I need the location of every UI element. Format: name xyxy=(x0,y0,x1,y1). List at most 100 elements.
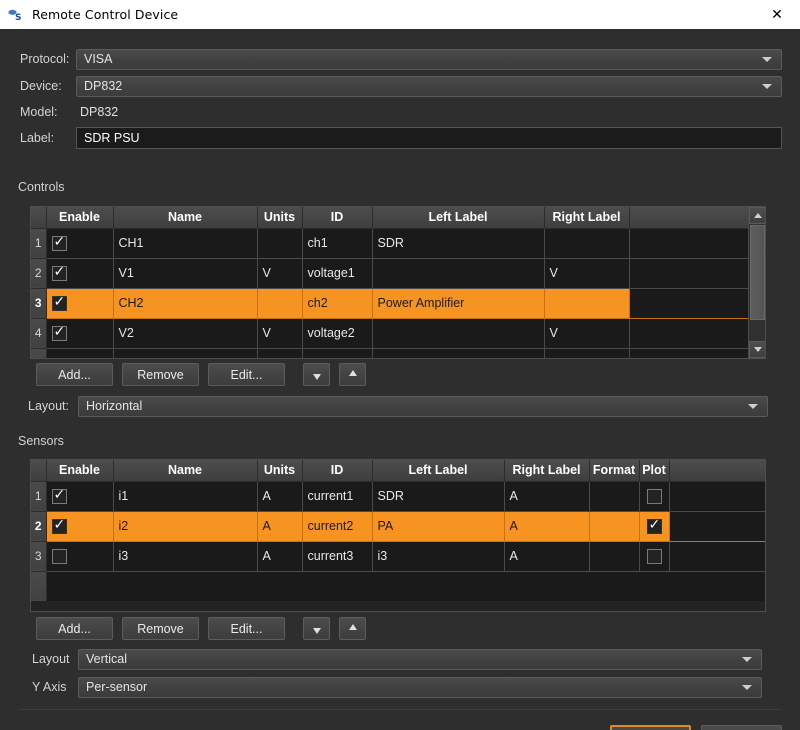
cell-format[interactable] xyxy=(589,511,640,542)
cell-enable[interactable] xyxy=(46,481,114,512)
ok-button[interactable]: OK xyxy=(610,725,691,730)
cell-left-label[interactable]: Power Amplifier xyxy=(372,288,545,319)
table-row[interactable]: 4 V2 V voltage2 V xyxy=(31,318,748,349)
cell-units[interactable]: V xyxy=(257,318,303,349)
cell-right-label[interactable]: A xyxy=(504,511,590,542)
controls-move-down-button[interactable] xyxy=(303,363,330,386)
scrollbar-thumb[interactable] xyxy=(750,225,765,320)
controls-edit-button[interactable]: Edit... xyxy=(208,363,285,386)
enable-checkbox[interactable] xyxy=(51,264,67,281)
cell-units[interactable] xyxy=(257,348,303,358)
cell-units[interactable] xyxy=(257,288,303,319)
scroll-up-button[interactable] xyxy=(749,207,765,224)
cell-left-label[interactable] xyxy=(372,318,545,349)
cell-name[interactable]: i1 xyxy=(113,481,258,512)
cell-plot[interactable] xyxy=(639,541,670,572)
cell-right-label[interactable] xyxy=(544,228,630,259)
sensors-col-units[interactable]: Units xyxy=(257,460,303,482)
cell-left-label[interactable]: SDR xyxy=(372,228,545,259)
sensors-col-left-label[interactable]: Left Label xyxy=(372,460,505,482)
cell-units[interactable]: A xyxy=(257,481,303,512)
controls-vertical-scrollbar[interactable] xyxy=(748,207,765,358)
cancel-button[interactable]: Cancel xyxy=(701,725,782,730)
cell-right-label[interactable]: A xyxy=(504,541,590,572)
sensors-col-name[interactable]: Name xyxy=(113,460,258,482)
sensors-move-down-button[interactable] xyxy=(303,617,330,640)
controls-col-left-label[interactable]: Left Label xyxy=(372,207,545,229)
controls-col-id[interactable]: ID xyxy=(302,207,373,229)
controls-col-name[interactable]: Name xyxy=(113,207,258,229)
sensors-col-format[interactable]: Format xyxy=(589,460,640,482)
sensors-col-plot[interactable]: Plot xyxy=(639,460,670,482)
sensors-move-up-button[interactable] xyxy=(339,617,366,640)
cell-enable[interactable] xyxy=(46,288,114,319)
cell-id[interactable] xyxy=(302,348,373,358)
label-input[interactable]: SDR PSU xyxy=(76,126,782,149)
enable-checkbox[interactable] xyxy=(51,234,67,251)
sensors-edit-button[interactable]: Edit... xyxy=(208,617,285,640)
plot-checkbox[interactable] xyxy=(646,548,662,564)
sensors-layout-select[interactable]: Vertical xyxy=(78,648,762,670)
plot-checkbox[interactable] xyxy=(646,488,662,504)
enable-checkbox[interactable] xyxy=(51,294,67,311)
controls-col-right-label[interactable]: Right Label xyxy=(544,207,630,229)
cell-enable[interactable] xyxy=(46,541,114,572)
plot-checkbox[interactable] xyxy=(646,517,662,534)
table-row[interactable]: 3 CH2 ch2 Power Amplifier xyxy=(31,288,748,319)
cell-enable[interactable] xyxy=(46,228,114,259)
enable-checkbox[interactable] xyxy=(51,487,67,504)
sensors-add-button[interactable]: Add... xyxy=(36,617,113,640)
controls-col-units[interactable]: Units xyxy=(257,207,303,229)
table-row[interactable]: 1 CH1 ch1 SDR xyxy=(31,228,748,259)
controls-add-button[interactable]: Add... xyxy=(36,363,113,386)
cell-id[interactable]: current3 xyxy=(302,541,373,572)
cell-name[interactable]: i2 xyxy=(113,511,258,542)
cell-enable[interactable] xyxy=(46,258,114,289)
cell-enable[interactable] xyxy=(46,511,114,542)
table-row[interactable]: 2 i2 A current2 PA A xyxy=(31,511,765,542)
cell-left-label[interactable] xyxy=(372,348,545,358)
cell-plot[interactable] xyxy=(639,481,670,512)
sensors-col-id[interactable]: ID xyxy=(302,460,373,482)
controls-col-enable[interactable]: Enable xyxy=(46,207,114,229)
enable-checkbox[interactable] xyxy=(51,517,67,534)
cell-left-label[interactable] xyxy=(372,258,545,289)
cell-units[interactable]: V xyxy=(257,258,303,289)
cell-right-label[interactable] xyxy=(544,288,630,319)
cell-name[interactable]: CH2 xyxy=(113,288,258,319)
cell-right-label[interactable]: V xyxy=(544,258,630,289)
cell-plot[interactable] xyxy=(639,511,670,542)
cell-left-label[interactable]: i3 xyxy=(372,541,505,572)
cell-name[interactable]: V2 xyxy=(113,318,258,349)
device-select[interactable]: DP832 xyxy=(76,75,782,97)
cell-units[interactable]: A xyxy=(257,511,303,542)
cell-units[interactable] xyxy=(257,228,303,259)
enable-checkbox[interactable] xyxy=(51,324,67,341)
cell-id[interactable]: ch1 xyxy=(302,228,373,259)
cell-id[interactable]: voltage2 xyxy=(302,318,373,349)
table-row[interactable]: 2 V1 V voltage1 V xyxy=(31,258,748,289)
cell-id[interactable]: current2 xyxy=(302,511,373,542)
cell-name[interactable]: CH1 xyxy=(113,228,258,259)
table-row[interactable]: 1 i1 A current1 SDR A xyxy=(31,481,765,512)
cell-format[interactable] xyxy=(589,541,640,572)
cell-left-label[interactable]: SDR xyxy=(372,481,505,512)
cell-left-label[interactable]: PA xyxy=(372,511,505,542)
cell-id[interactable]: voltage1 xyxy=(302,258,373,289)
table-row-partial[interactable] xyxy=(31,348,748,358)
cell-name[interactable]: V1 xyxy=(113,258,258,289)
protocol-select[interactable]: VISA xyxy=(76,48,782,70)
table-row[interactable]: 3 i3 A current3 i3 A xyxy=(31,541,765,572)
cell-id[interactable]: current1 xyxy=(302,481,373,512)
enable-checkbox[interactable] xyxy=(51,548,67,564)
scroll-down-button[interactable] xyxy=(749,341,765,358)
sensors-col-right-label[interactable]: Right Label xyxy=(504,460,590,482)
cell-id[interactable]: ch2 xyxy=(302,288,373,319)
cell-right-label[interactable]: V xyxy=(544,318,630,349)
cell-name[interactable] xyxy=(113,348,258,358)
cell-name[interactable]: i3 xyxy=(113,541,258,572)
sensors-col-enable[interactable]: Enable xyxy=(46,460,114,482)
controls-layout-select[interactable]: Horizontal xyxy=(78,395,768,417)
close-icon[interactable]: ✕ xyxy=(771,6,783,23)
sensors-yaxis-select[interactable]: Per-sensor xyxy=(78,676,762,698)
